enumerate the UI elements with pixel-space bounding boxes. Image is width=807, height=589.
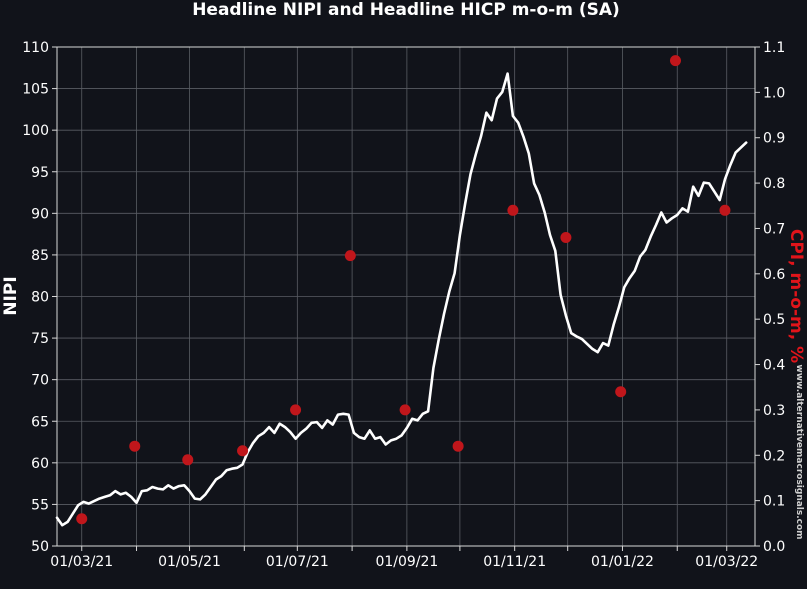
y2-axis-label: CPI, m-o-m, % xyxy=(786,229,806,363)
y-tick-label: 110 xyxy=(22,40,49,56)
y2-tick-label: 0.3 xyxy=(763,403,785,419)
y2-tick-label: 0.2 xyxy=(763,448,785,464)
x-tick-label: 01/11/21 xyxy=(483,554,546,570)
y-tick-label: 60 xyxy=(31,456,49,472)
cpi-point xyxy=(237,445,249,457)
y2-tick-label: 0.7 xyxy=(763,221,785,237)
y2-tick-label: 0.4 xyxy=(763,358,785,374)
y-axis-label: NIPI xyxy=(1,276,21,315)
y2-tick-label: 0.6 xyxy=(763,267,785,283)
x-tick-label: 01/01/22 xyxy=(591,554,654,570)
y2-tick-label: 1.1 xyxy=(763,40,785,56)
y2-tick-label: 1.0 xyxy=(763,85,785,101)
y-tick-label: 95 xyxy=(31,165,49,181)
y2-tick-label: 0.9 xyxy=(763,131,785,147)
y-tick-label: 75 xyxy=(31,331,49,347)
y2-tick-label: 0.5 xyxy=(763,312,785,328)
series-layer xyxy=(55,55,748,527)
x-tick-label: 01/03/21 xyxy=(50,554,113,570)
cpi-point xyxy=(507,204,519,216)
tick-labels: 50 55 60 65 70 75 80 85 90 95 100 105 110 0.0 0.1 0.2 0.… xyxy=(22,40,785,570)
y-tick-label: 85 xyxy=(31,248,49,264)
x-tick-label: 01/09/21 xyxy=(375,554,438,570)
cpi-point xyxy=(560,232,572,244)
y-tick-label: 80 xyxy=(31,290,49,306)
y-tick-label: 100 xyxy=(22,123,49,139)
cpi-point xyxy=(452,440,464,452)
cpi-point xyxy=(182,454,194,466)
y2-tick-label: 0.0 xyxy=(763,539,785,555)
cpi-point xyxy=(129,440,141,452)
nipi-line xyxy=(55,72,748,527)
cpi-point xyxy=(719,204,731,216)
x-tick-label: 01/03/22 xyxy=(695,554,758,570)
chart-title: Headline NIPI and Headline HICP m-o-m (S… xyxy=(192,0,620,20)
x-tick-label: 01/07/21 xyxy=(266,554,329,570)
x-tick-label: 01/05/21 xyxy=(158,554,221,570)
y-tick-label: 50 xyxy=(31,539,49,555)
watermark: www.alternativemacrosignals.com xyxy=(794,364,804,539)
y2-tick-label: 0.8 xyxy=(763,176,785,192)
cpi-point xyxy=(290,404,302,416)
cpi-point xyxy=(76,513,88,525)
cpi-point xyxy=(344,250,356,262)
y-tick-label: 90 xyxy=(31,206,49,222)
y2-tick-label: 0.1 xyxy=(763,494,785,510)
cpi-point xyxy=(669,55,681,67)
y-tick-label: 55 xyxy=(31,497,49,513)
y-tick-label: 65 xyxy=(31,414,49,430)
grid xyxy=(57,46,755,547)
y-tick-label: 70 xyxy=(31,373,49,389)
y-tick-label: 105 xyxy=(22,82,49,98)
cpi-point xyxy=(399,404,411,416)
cpi-point xyxy=(615,386,627,398)
